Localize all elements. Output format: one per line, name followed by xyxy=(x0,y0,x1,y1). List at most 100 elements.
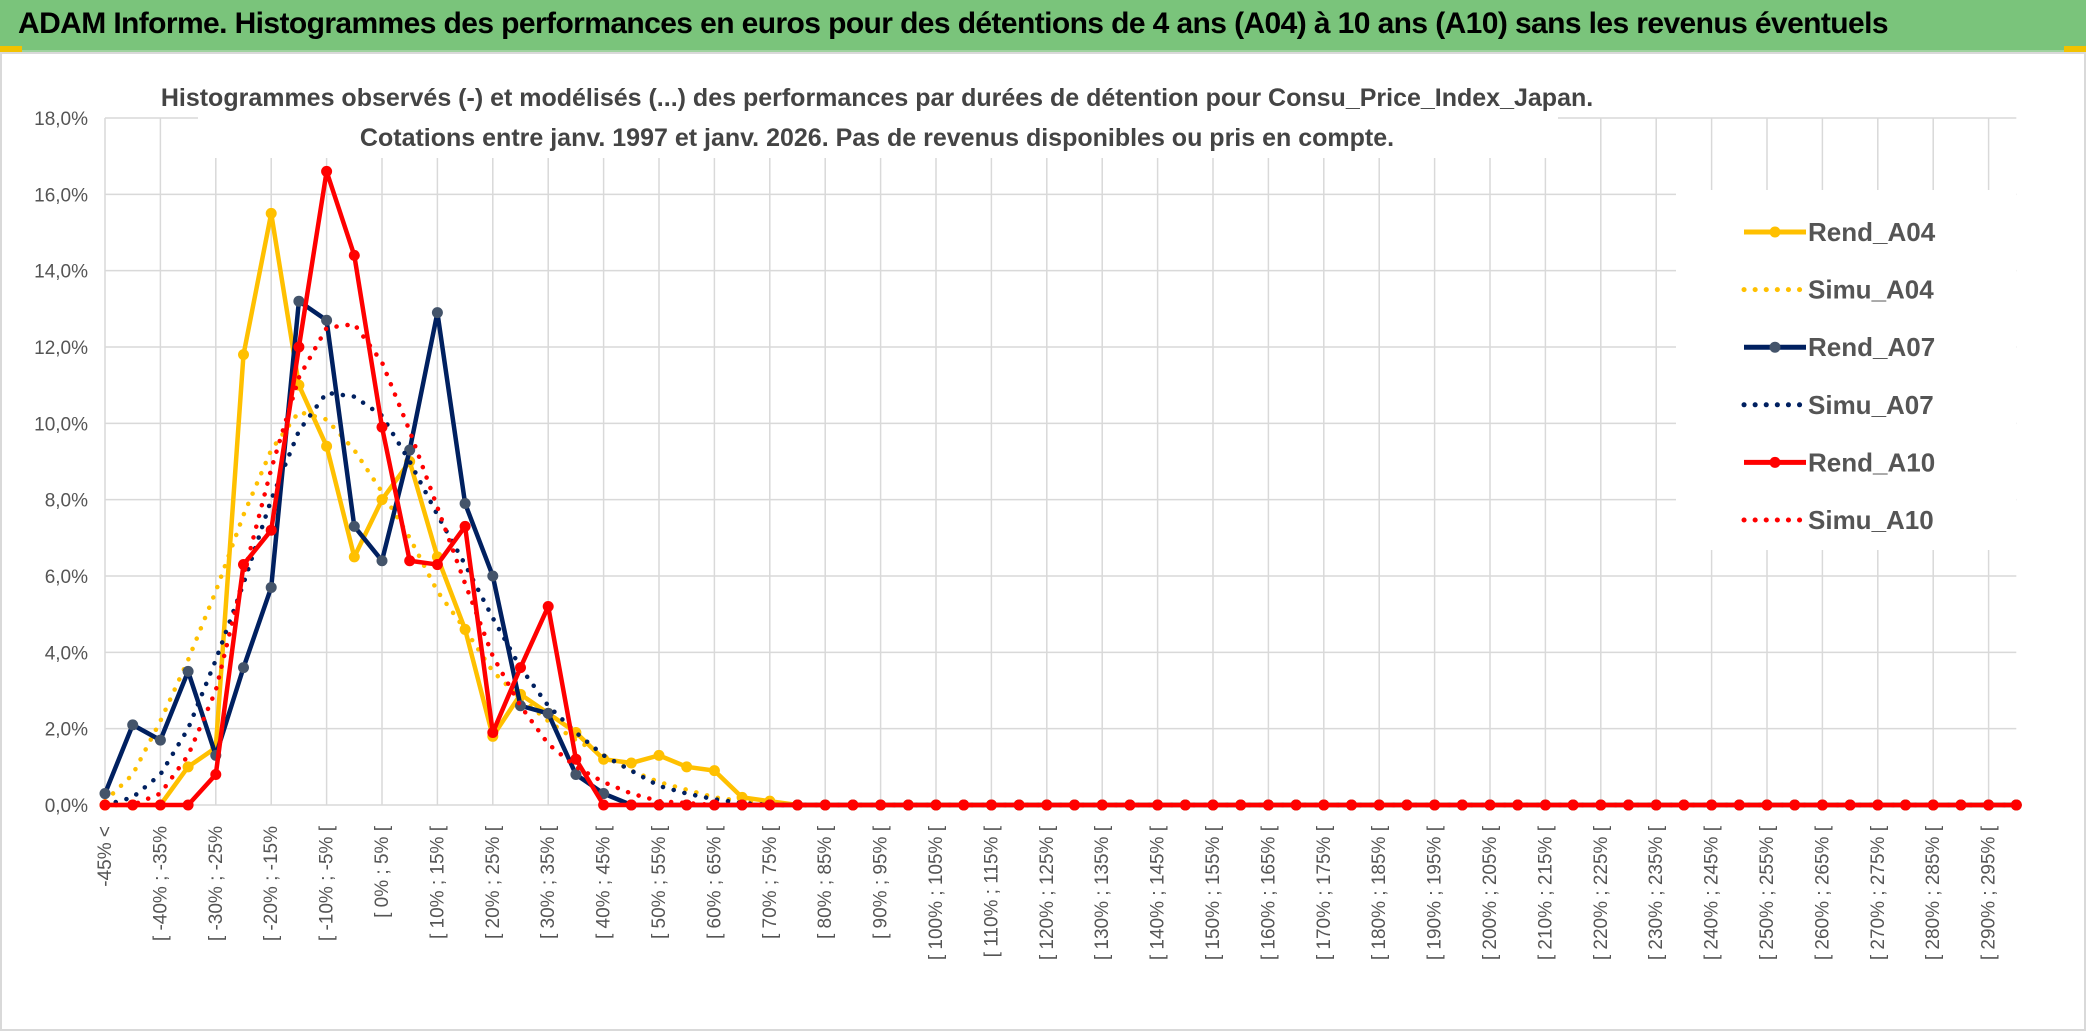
data-point-Rend_A10 xyxy=(376,421,388,433)
title-banner: ADAM Informe. Histogrammes des performan… xyxy=(0,0,2086,52)
x-tick-label: [ 30% ; 35% [ xyxy=(538,825,559,939)
data-point-Rend_A10 xyxy=(1456,799,1468,811)
data-point-Rend_A10 xyxy=(598,799,610,811)
subtitle-background xyxy=(198,76,1558,158)
data-point-Rend_A07 xyxy=(293,295,305,307)
y-tick-label: 6,0% xyxy=(45,567,88,588)
data-point-Rend_A10 xyxy=(1429,799,1441,811)
data-point-Rend_A07 xyxy=(542,707,554,719)
chart-frame xyxy=(0,52,2086,1031)
data-point-Rend_A07 xyxy=(431,307,443,319)
x-tick-label: [ 120% ; 125% [ xyxy=(1037,825,1058,960)
legend-marker-Rend_A04 xyxy=(1769,226,1781,238)
y-tick-label: 12,0% xyxy=(34,338,88,359)
series-line-Simu_A10 xyxy=(102,321,2019,808)
data-point-Rend_A10 xyxy=(321,165,333,177)
data-point-Rend_A10 xyxy=(1650,799,1662,811)
data-point-Rend_A10 xyxy=(154,799,166,811)
data-point-Rend_A10 xyxy=(1069,799,1080,811)
data-point-Rend_A10 xyxy=(238,559,249,571)
data-point-Rend_A04 xyxy=(238,349,249,361)
data-point-Rend_A10 xyxy=(1872,799,1884,811)
data-point-Rend_A10 xyxy=(542,601,554,613)
y-tick-label: 10,0% xyxy=(34,414,88,435)
y-tick-label: 8,0% xyxy=(45,491,88,512)
x-tick-label: -45% < xyxy=(95,826,116,887)
data-point-Rend_A10 xyxy=(1761,799,1773,811)
x-tick-label: [ 20% ; 25% [ xyxy=(483,825,504,939)
x-tick-label: [ 200% ; 205% [ xyxy=(1480,825,1501,960)
data-point-Rend_A10 xyxy=(792,799,803,811)
data-point-Rend_A10 xyxy=(570,753,582,765)
data-point-Rend_A10 xyxy=(487,726,499,738)
x-tick-label: [ 250% ; 255% [ xyxy=(1757,825,1778,960)
x-tick-label: [ 100% ; 105% [ xyxy=(926,825,947,960)
data-point-Rend_A10 xyxy=(1678,799,1690,811)
data-point-Rend_A10 xyxy=(1512,799,1524,811)
data-point-Rend_A04 xyxy=(265,207,277,219)
data-point-Rend_A07 xyxy=(182,665,194,677)
x-tick-label: [ 70% ; 75% [ xyxy=(760,825,781,939)
legend-label: Simu_A07 xyxy=(1808,390,1934,420)
legend-label: Rend_A10 xyxy=(1808,447,1935,477)
x-tick-label: [ 0% ; 5% [ xyxy=(372,825,393,918)
data-point-Rend_A04 xyxy=(321,440,333,452)
x-tick-label: [ 40% ; 45% [ xyxy=(594,825,615,939)
x-tick-label: [ -40% ; -35% xyxy=(150,826,171,941)
x-tick-label: [ 220% ; 225% [ xyxy=(1591,825,1612,960)
x-tick-label: [ 180% ; 185% [ xyxy=(1369,825,1390,960)
data-point-Rend_A10 xyxy=(625,799,637,811)
y-tick-label: 0,0% xyxy=(45,796,88,817)
data-point-Rend_A07 xyxy=(99,788,111,800)
x-tick-label: [ -20% ; -15% xyxy=(261,826,282,941)
data-point-Rend_A10 xyxy=(1733,799,1745,811)
x-axis-ticks: -45% < [ -40% ; -35% [ -30% ; -25% [ -20% ;… xyxy=(95,825,2000,960)
x-tick-label: [ 230% ; 235% [ xyxy=(1646,825,1667,960)
x-tick-label: [ 240% ; 245% [ xyxy=(1702,825,1723,960)
data-point-Rend_A04 xyxy=(708,765,720,777)
data-point-Rend_A10 xyxy=(902,799,914,811)
data-point-Rend_A10 xyxy=(293,341,305,353)
data-point-Rend_A10 xyxy=(1235,799,1247,811)
x-tick-label: [ 190% ; 195% [ xyxy=(1425,825,1446,960)
data-point-Rend_A07 xyxy=(459,497,471,509)
x-tick-label: [ 140% ; 145% [ xyxy=(1148,825,1169,960)
data-point-Rend_A10 xyxy=(431,559,443,571)
data-point-Rend_A10 xyxy=(847,799,859,811)
data-point-Rend_A04 xyxy=(348,551,360,563)
x-tick-label: [ 90% ; 95% [ xyxy=(871,825,892,939)
data-point-Rend_A10 xyxy=(1013,799,1025,811)
series-group xyxy=(99,165,2022,811)
x-tick-label: [ 50% ; 55% [ xyxy=(649,825,670,939)
x-tick-label: [ 210% ; 215% [ xyxy=(1535,825,1556,960)
y-tick-label: 2,0% xyxy=(45,720,88,741)
data-point-Rend_A10 xyxy=(1816,799,1828,811)
data-point-Rend_A07 xyxy=(376,555,388,567)
x-tick-label: [ 60% ; 65% [ xyxy=(704,825,725,939)
data-point-Rend_A07 xyxy=(404,444,416,456)
data-point-Rend_A04 xyxy=(653,749,665,761)
x-tick-label: [ 80% ; 85% [ xyxy=(815,825,836,939)
data-point-Rend_A10 xyxy=(1179,799,1191,811)
data-point-Rend_A10 xyxy=(1900,799,1911,811)
data-point-Rend_A10 xyxy=(1567,799,1579,811)
x-tick-label: [ 270% ; 275% [ xyxy=(1868,825,1889,960)
legend-label: Rend_A07 xyxy=(1808,332,1935,362)
legend-marker-Rend_A07 xyxy=(1769,341,1781,353)
data-point-Rend_A10 xyxy=(515,662,526,674)
data-point-Rend_A07 xyxy=(487,570,499,582)
y-axis-ticks: 0,0% 2,0% 4,0% 6,0% 8,0% 10,0% 12,0% 14,0% 16,0%… xyxy=(34,109,88,817)
data-point-Rend_A10 xyxy=(348,249,360,261)
data-point-Rend_A07 xyxy=(348,520,360,532)
chart-subtitle: Cotations entre janv. 1997 et janv. 2026… xyxy=(360,124,1394,152)
data-point-Rend_A04 xyxy=(625,757,637,769)
data-point-Rend_A10 xyxy=(1290,799,1302,811)
data-point-Rend_A10 xyxy=(404,555,416,567)
x-tick-label: [ 110% ; 115% [ xyxy=(981,825,1002,957)
data-point-Rend_A04 xyxy=(182,761,194,773)
data-point-Rend_A10 xyxy=(127,799,139,811)
data-point-Rend_A10 xyxy=(736,799,748,811)
x-tick-label: [ 280% ; 285% [ xyxy=(1923,825,1944,960)
legend: Rend_A04 Simu_A04 Rend_A07 Simu_A07 Rend_A10… xyxy=(1741,217,1936,535)
